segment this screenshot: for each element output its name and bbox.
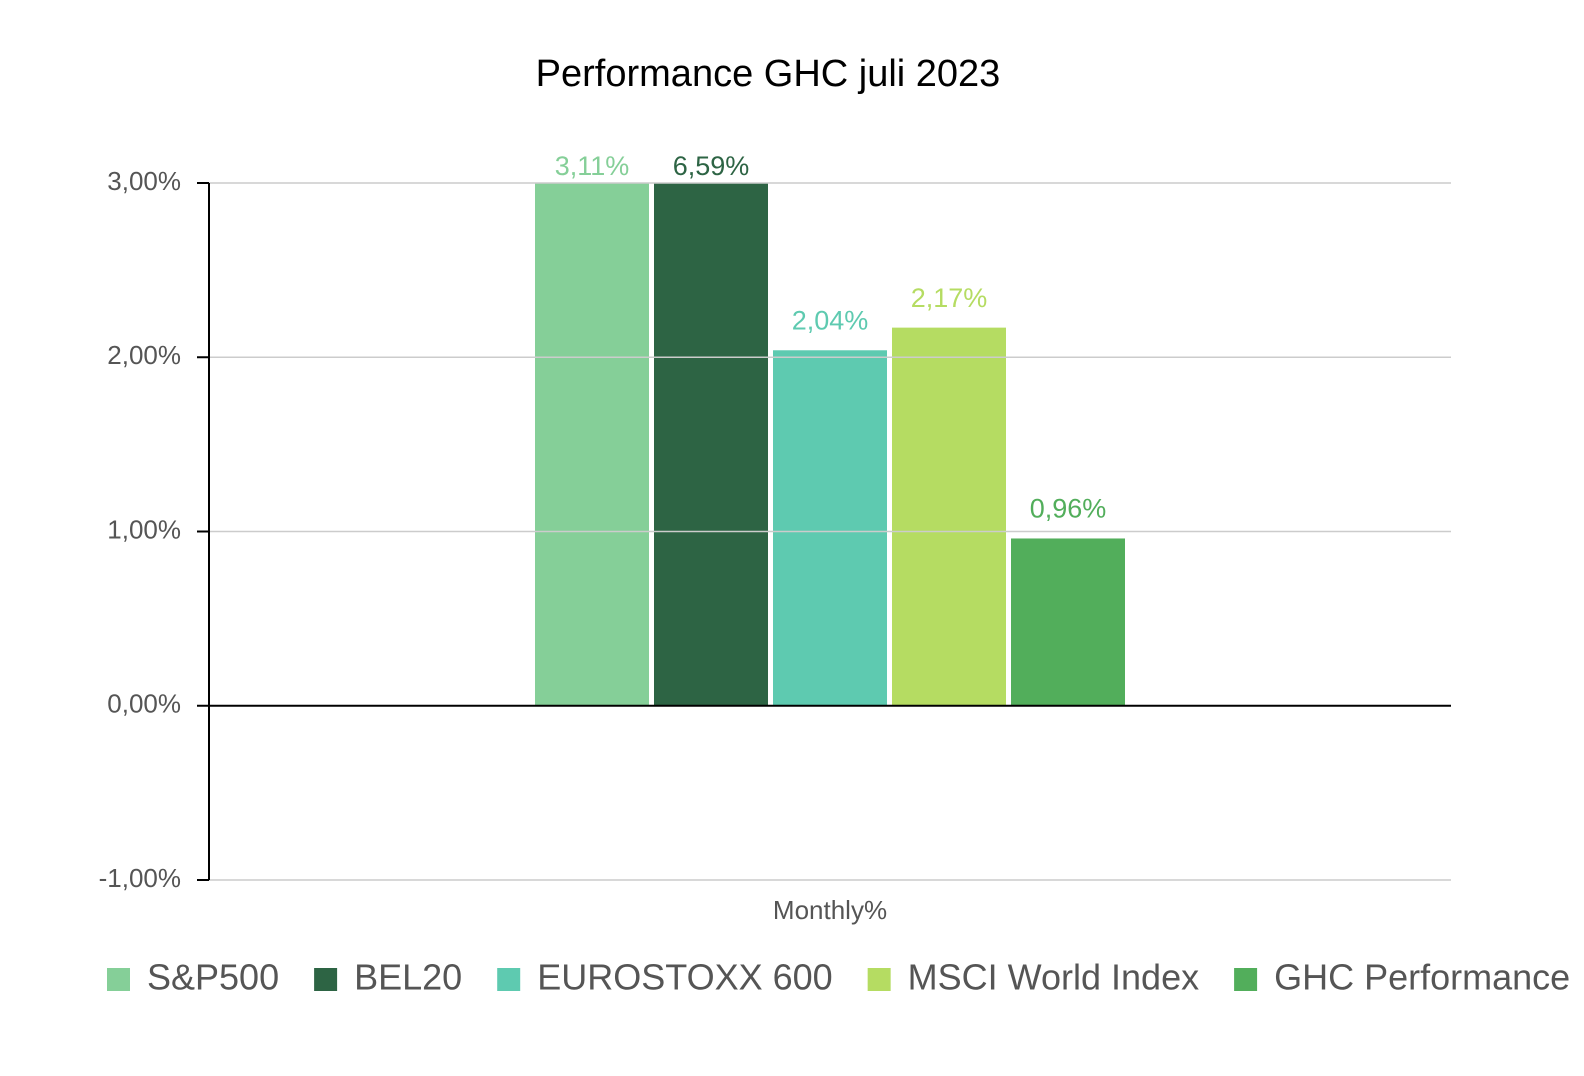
legend-swatch xyxy=(314,968,338,991)
bar xyxy=(892,327,1006,706)
legend-label: GHC Performance xyxy=(1274,957,1570,998)
data-label: 2,17% xyxy=(911,283,988,313)
data-label: 0,96% xyxy=(1030,494,1107,524)
legend-label: S&P500 xyxy=(147,957,279,998)
y-tick-label: 3,00% xyxy=(107,166,181,196)
data-label: 6,59% xyxy=(673,151,750,181)
y-tick-label: -1,00% xyxy=(99,863,181,893)
legend-swatch xyxy=(867,968,891,991)
y-tick-label: 1,00% xyxy=(107,514,181,544)
bar xyxy=(535,183,649,706)
legend-swatch xyxy=(1234,968,1258,991)
legend-swatch xyxy=(497,968,521,991)
data-label: 3,11% xyxy=(555,151,630,181)
legend-label: BEL20 xyxy=(354,957,462,998)
plot-area xyxy=(535,183,1125,706)
legend-label: MSCI World Index xyxy=(908,957,1199,998)
chart-title: Performance GHC juli 2023 xyxy=(536,53,1001,95)
bar xyxy=(1011,538,1125,706)
bar xyxy=(773,350,887,706)
legend-swatch xyxy=(107,968,130,991)
y-tick-label: 0,00% xyxy=(107,689,181,719)
bar xyxy=(654,183,768,706)
y-tick-label: 2,00% xyxy=(107,340,181,370)
legend-label: EUROSTOXX 600 xyxy=(537,957,832,998)
x-tick-label: Monthly% xyxy=(773,895,887,925)
data-label: 2,04% xyxy=(792,305,869,335)
